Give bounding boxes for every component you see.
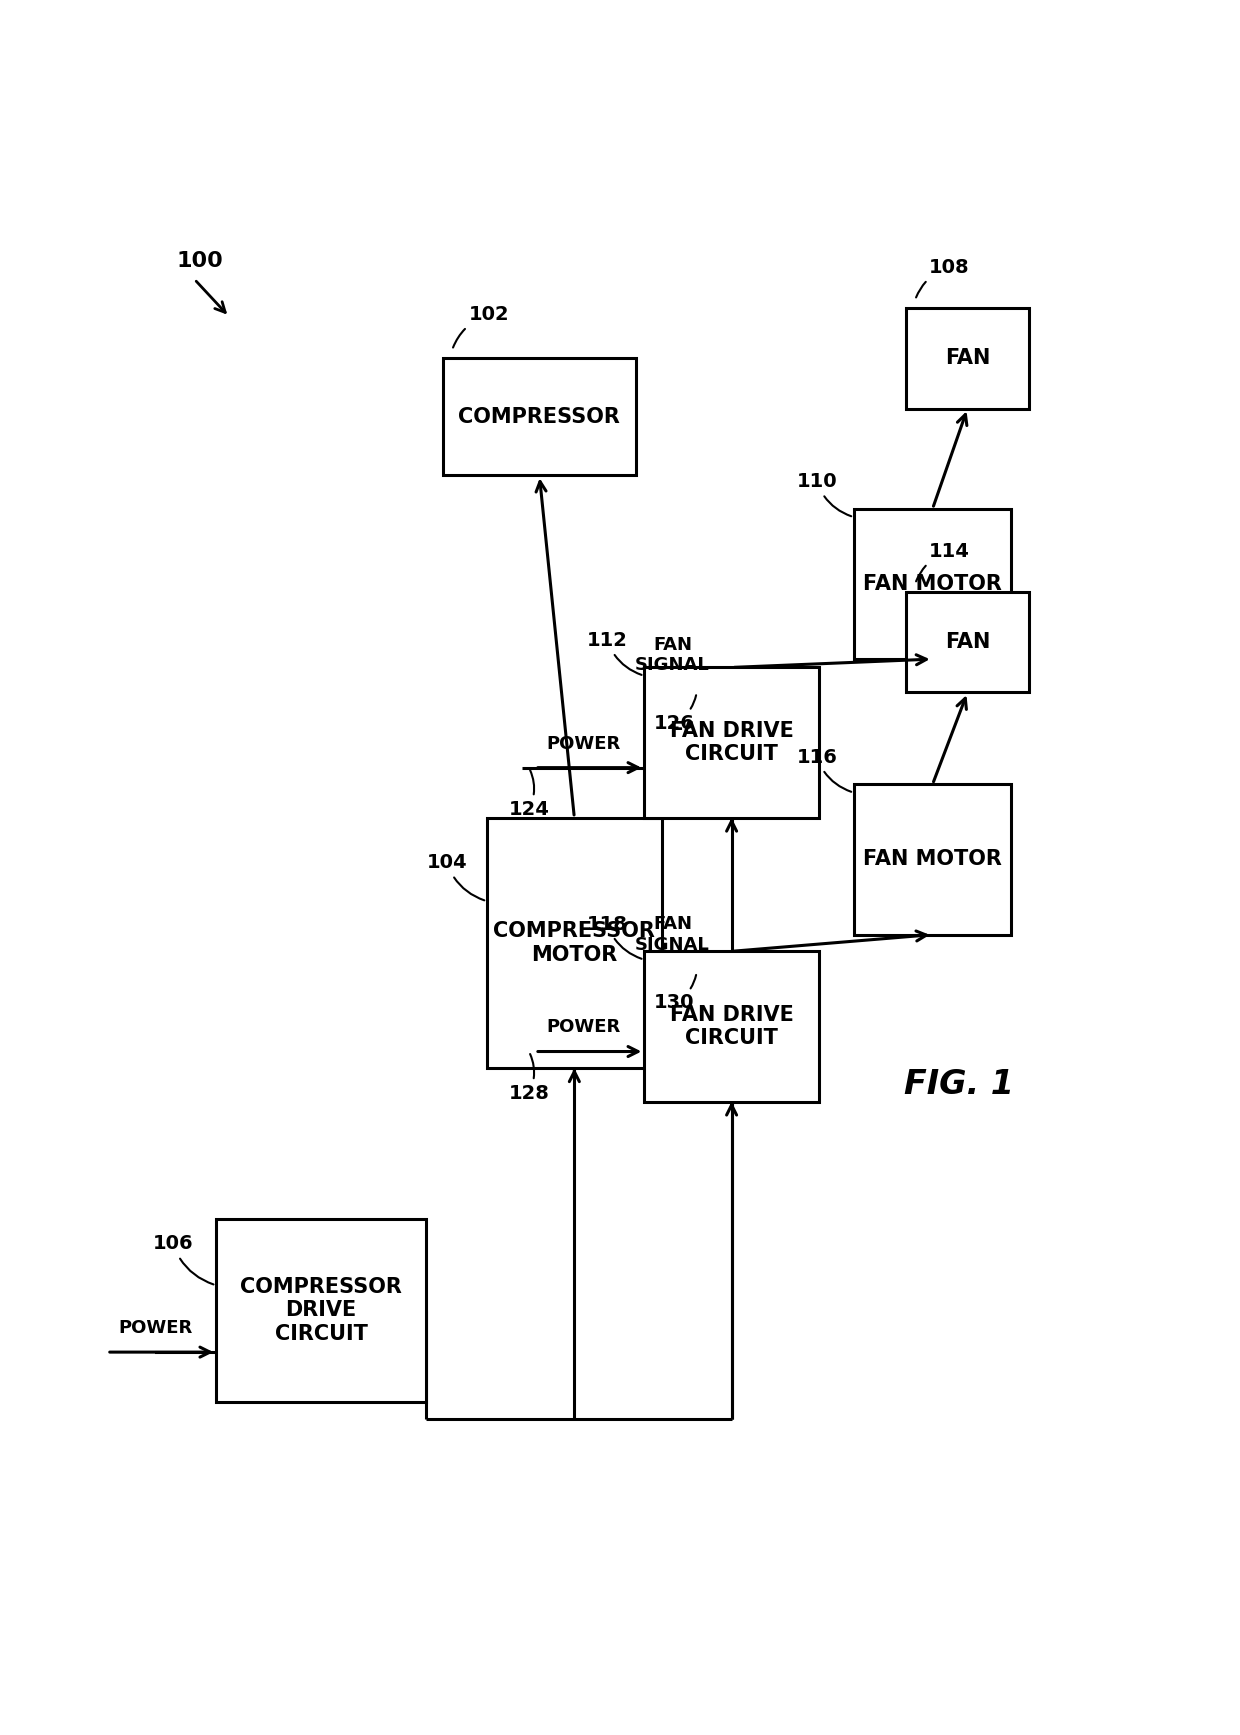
Text: 106: 106 [153,1235,213,1284]
Text: COMPRESSOR
MOTOR: COMPRESSOR MOTOR [494,921,655,965]
Text: POWER: POWER [546,734,620,753]
Text: 118: 118 [587,914,641,959]
Text: 114: 114 [916,541,970,581]
Text: FAN MOTOR: FAN MOTOR [863,850,1002,869]
FancyBboxPatch shape [645,668,818,817]
Text: 124: 124 [508,770,549,819]
Text: 108: 108 [916,259,970,297]
FancyBboxPatch shape [906,309,1029,409]
FancyBboxPatch shape [906,592,1029,692]
Text: COMPRESSOR
DRIVE
CIRCUIT: COMPRESSOR DRIVE CIRCUIT [241,1277,402,1343]
FancyBboxPatch shape [854,784,1011,935]
Text: COMPRESSOR: COMPRESSOR [459,408,620,427]
FancyBboxPatch shape [216,1218,425,1402]
Text: FAN
SIGNAL: FAN SIGNAL [635,916,709,954]
FancyBboxPatch shape [854,508,1011,659]
FancyBboxPatch shape [645,951,818,1102]
Text: 102: 102 [453,305,510,347]
Text: 130: 130 [653,975,696,1013]
Text: FAN MOTOR: FAN MOTOR [863,574,1002,593]
Text: 100: 100 [177,250,223,271]
Text: 104: 104 [427,854,485,900]
Text: FIG. 1: FIG. 1 [904,1069,1014,1102]
FancyBboxPatch shape [487,817,662,1069]
Text: POWER: POWER [546,1018,620,1036]
Text: FAN DRIVE
CIRCUIT: FAN DRIVE CIRCUIT [670,722,794,763]
Text: FAN DRIVE
CIRCUIT: FAN DRIVE CIRCUIT [670,1005,794,1048]
FancyBboxPatch shape [444,359,635,475]
Text: 116: 116 [796,748,852,791]
Text: 112: 112 [587,632,641,675]
Text: FAN: FAN [945,349,991,368]
Text: 128: 128 [508,1055,549,1103]
Text: 110: 110 [796,472,852,517]
Text: FAN: FAN [945,632,991,652]
Text: 126: 126 [653,696,696,732]
Text: FAN
SIGNAL: FAN SIGNAL [635,635,709,675]
Text: POWER: POWER [118,1319,192,1338]
